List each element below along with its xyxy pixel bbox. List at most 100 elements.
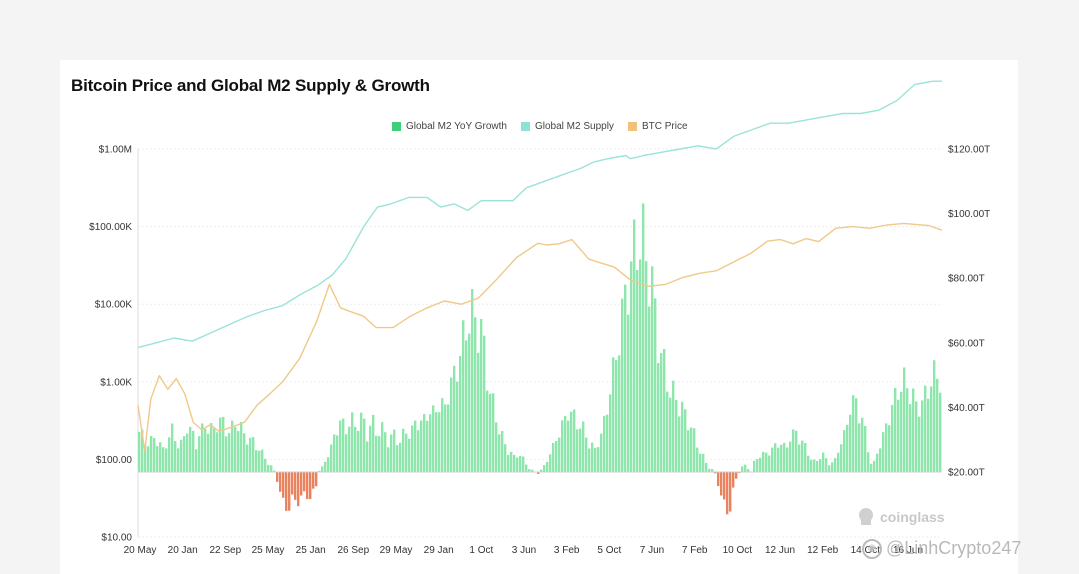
growth-bar-220	[798, 444, 801, 472]
growth-bar-119	[495, 422, 498, 472]
growth-bar-173	[657, 363, 660, 472]
growth-bar-44	[270, 465, 273, 472]
growth-bar-179	[675, 399, 678, 472]
growth-bar-97	[429, 414, 432, 472]
growth-bar-27	[219, 417, 222, 472]
legend-item-m2-supply[interactable]: Global M2 Supply	[521, 121, 614, 132]
growth-bar-180	[678, 416, 681, 472]
growth-bar-230	[828, 465, 831, 472]
legend-item-btc-price[interactable]: BTC Price	[627, 121, 688, 132]
growth-bar-85	[393, 429, 396, 472]
legend-item-m2-growth[interactable]: Global M2 YoY Growth	[392, 121, 507, 132]
growth-bar-34	[240, 422, 243, 472]
growth-bar-170	[648, 306, 651, 472]
growth-bar-130	[528, 469, 531, 472]
y-right-tick-0: $120.00T	[948, 145, 990, 156]
growth-bar-43	[267, 464, 270, 472]
growth-bar-167	[639, 259, 642, 472]
growth-bar-117	[489, 393, 492, 472]
growth-bar-42	[264, 458, 267, 472]
growth-bar-122	[504, 444, 507, 472]
growth-bar-209	[765, 452, 768, 472]
growth-bar-175	[663, 349, 666, 472]
growth-bar-84	[390, 434, 393, 472]
growth-bar-38	[252, 437, 255, 472]
growth-bar-186	[696, 447, 699, 472]
growth-bar-159	[615, 360, 618, 472]
growth-bar-214	[780, 444, 783, 472]
growth-bar-226	[816, 460, 819, 472]
growth-bar-232	[834, 458, 837, 472]
growth-bar-28	[222, 416, 225, 472]
growth-bar-4	[150, 435, 153, 472]
growth-bar-241	[861, 417, 864, 472]
growth-bar-80	[378, 436, 381, 472]
growth-bar-20	[198, 436, 201, 472]
growth-bar-146	[576, 429, 579, 472]
growth-bar-71	[351, 412, 354, 472]
legend-swatch-m2-growth	[392, 121, 401, 131]
growth-bar-225	[813, 459, 816, 472]
growth-bar-9	[165, 448, 168, 472]
growth-bar-40	[258, 450, 261, 472]
growth-bar-19	[195, 449, 198, 472]
growth-bar-262	[924, 385, 927, 472]
growth-bar-223	[807, 455, 810, 472]
growth-bar-202	[744, 464, 747, 472]
growth-bar-60	[318, 470, 321, 472]
growth-bar-55	[303, 472, 306, 492]
growth-bar-53	[297, 472, 300, 507]
y-left-tick-3: $1.00K	[100, 377, 132, 388]
growth-bar-181	[681, 401, 684, 472]
growth-bar-26	[216, 432, 219, 472]
growth-bar-249	[885, 423, 888, 472]
y-left-tick-2: $10.00K	[95, 300, 133, 311]
growth-bar-8	[162, 447, 165, 472]
x-tick-6: 29 May	[380, 545, 413, 556]
growth-bar-196	[726, 472, 729, 515]
growth-bar-11	[171, 423, 174, 472]
growth-bar-65	[333, 434, 336, 472]
growth-bar-258	[912, 388, 915, 472]
growth-bar-211	[771, 447, 774, 472]
growth-bar-153	[597, 447, 600, 472]
y-right-tick-1: $100.00T	[948, 209, 990, 220]
growth-bar-129	[525, 464, 528, 472]
growth-bar-15	[183, 436, 186, 472]
m2-supply-line	[137, 80, 942, 349]
growth-bar-185	[693, 428, 696, 472]
growth-bar-224	[810, 459, 813, 472]
growth-bar-260	[918, 416, 921, 472]
growth-bar-126	[516, 457, 519, 472]
growth-bar-228	[822, 452, 825, 472]
growth-bar-229	[825, 458, 828, 472]
growth-bar-138	[552, 442, 555, 472]
growth-bar-245	[873, 460, 876, 472]
growth-bar-267	[939, 392, 942, 472]
growth-bar-5	[153, 437, 156, 472]
growth-bar-57	[309, 472, 312, 500]
growth-bar-98	[432, 405, 435, 472]
growth-bar-37	[249, 437, 252, 472]
x-tick-9: 3 Jun	[512, 545, 536, 556]
growth-bar-218	[792, 429, 795, 472]
growth-bar-161	[621, 298, 624, 472]
growth-bar-110	[468, 333, 471, 472]
growth-bar-231	[831, 462, 834, 472]
growth-bar-96	[426, 420, 429, 472]
growth-bar-105	[453, 365, 456, 472]
growth-bar-76	[366, 441, 369, 472]
growth-bar-114	[480, 318, 483, 472]
growth-bar-39	[255, 450, 258, 472]
x-tick-2: 22 Sep	[209, 545, 241, 556]
growth-bar-155	[603, 415, 606, 472]
x-tick-14: 10 Oct	[723, 545, 753, 556]
growth-bar-183	[687, 430, 690, 472]
growth-bar-16	[186, 433, 189, 472]
growth-bar-169	[645, 261, 648, 472]
growth-bar-45	[273, 470, 276, 472]
growth-bar-78	[372, 414, 375, 472]
growth-bar-215	[783, 442, 786, 472]
growth-bar-21	[201, 423, 204, 472]
